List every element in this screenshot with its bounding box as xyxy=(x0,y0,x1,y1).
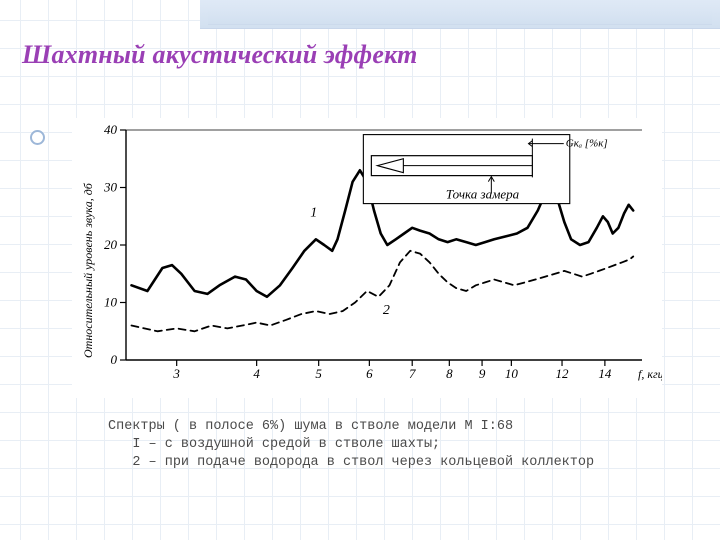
svg-text:Gкₐ [%к]: Gкₐ [%к] xyxy=(566,138,608,150)
svg-text:Относительный уровень звука, д: Относительный уровень звука, дб xyxy=(81,182,95,358)
svg-text:6: 6 xyxy=(366,366,373,381)
svg-text:2: 2 xyxy=(383,303,390,318)
svg-text:3: 3 xyxy=(172,366,180,381)
svg-text:7: 7 xyxy=(409,366,416,381)
svg-text:30: 30 xyxy=(103,180,118,195)
caption-line-2: I – с воздушной средой в стволе шахты; xyxy=(132,437,440,452)
bullet-icon xyxy=(30,130,45,145)
svg-text:14: 14 xyxy=(598,366,612,381)
svg-text:12: 12 xyxy=(556,366,570,381)
svg-text:10: 10 xyxy=(104,295,118,310)
page-title: Шахтный акустический эффект xyxy=(22,40,418,70)
svg-text:1: 1 xyxy=(310,205,317,220)
svg-text:4: 4 xyxy=(253,366,260,381)
svg-text:9: 9 xyxy=(479,366,486,381)
svg-text:0: 0 xyxy=(111,352,118,367)
svg-text:40: 40 xyxy=(104,122,118,137)
chart-container: 0102030403456789101214f, кгцОтносительны… xyxy=(72,118,662,398)
svg-text:8: 8 xyxy=(446,366,453,381)
spectrum-chart: 0102030403456789101214f, кгцОтносительны… xyxy=(72,118,662,398)
svg-text:f, кгц: f, кгц xyxy=(638,367,662,381)
svg-text:Точка замера: Точка замера xyxy=(446,187,520,202)
svg-text:10: 10 xyxy=(505,366,519,381)
header-bar-inner xyxy=(208,2,712,25)
caption-line-1: Спектры ( в полосе 6%) шума в стволе мод… xyxy=(108,419,513,434)
caption-line-3: 2 – при подаче водорода в ствол через ко… xyxy=(132,455,594,470)
chart-caption: Спектры ( в полосе 6%) шума в стволе мод… xyxy=(108,418,668,473)
svg-text:20: 20 xyxy=(104,237,118,252)
svg-text:5: 5 xyxy=(315,366,322,381)
